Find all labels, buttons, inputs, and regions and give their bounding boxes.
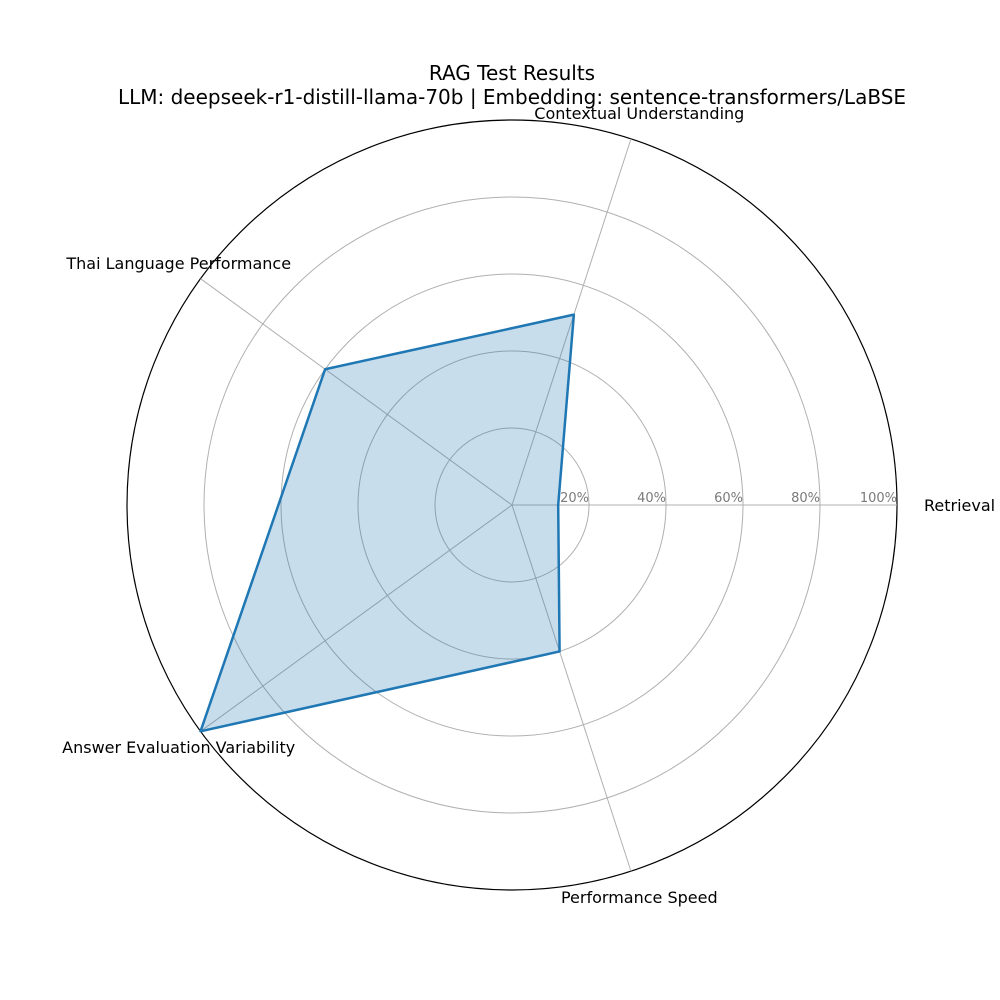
category-label: Performance Speed	[561, 888, 718, 907]
chart-title: RAG Test Results	[429, 61, 595, 85]
r-tick-label: 20%	[560, 491, 589, 506]
r-tick-label: 100%	[860, 491, 897, 506]
series-line	[199, 313, 576, 733]
category-label: Retrieval Accuracy	[924, 496, 1000, 515]
spoke-line	[200, 504, 513, 732]
spoke-line	[511, 138, 632, 506]
series-fill	[200, 314, 574, 732]
data-layer	[199, 313, 576, 733]
spoke-line	[200, 278, 513, 506]
spoke-line	[511, 504, 632, 872]
r-tick-label: 60%	[714, 491, 743, 506]
r-tick-label: 40%	[637, 491, 666, 506]
label-layer: 20% 40% 60% 80% 100% Retrieval Accuracy Contex…	[62, 104, 1000, 907]
category-label: Thai Language Performance	[65, 254, 291, 273]
category-label: Answer Evaluation Variability	[62, 738, 295, 757]
category-label: Contextual Understanding	[534, 104, 744, 123]
chart-subtitle: LLM: deepseek-r1-distill-llama-70b | Emb…	[118, 85, 906, 109]
spoke-layer	[200, 138, 897, 872]
r-tick-label: 80%	[791, 491, 820, 506]
